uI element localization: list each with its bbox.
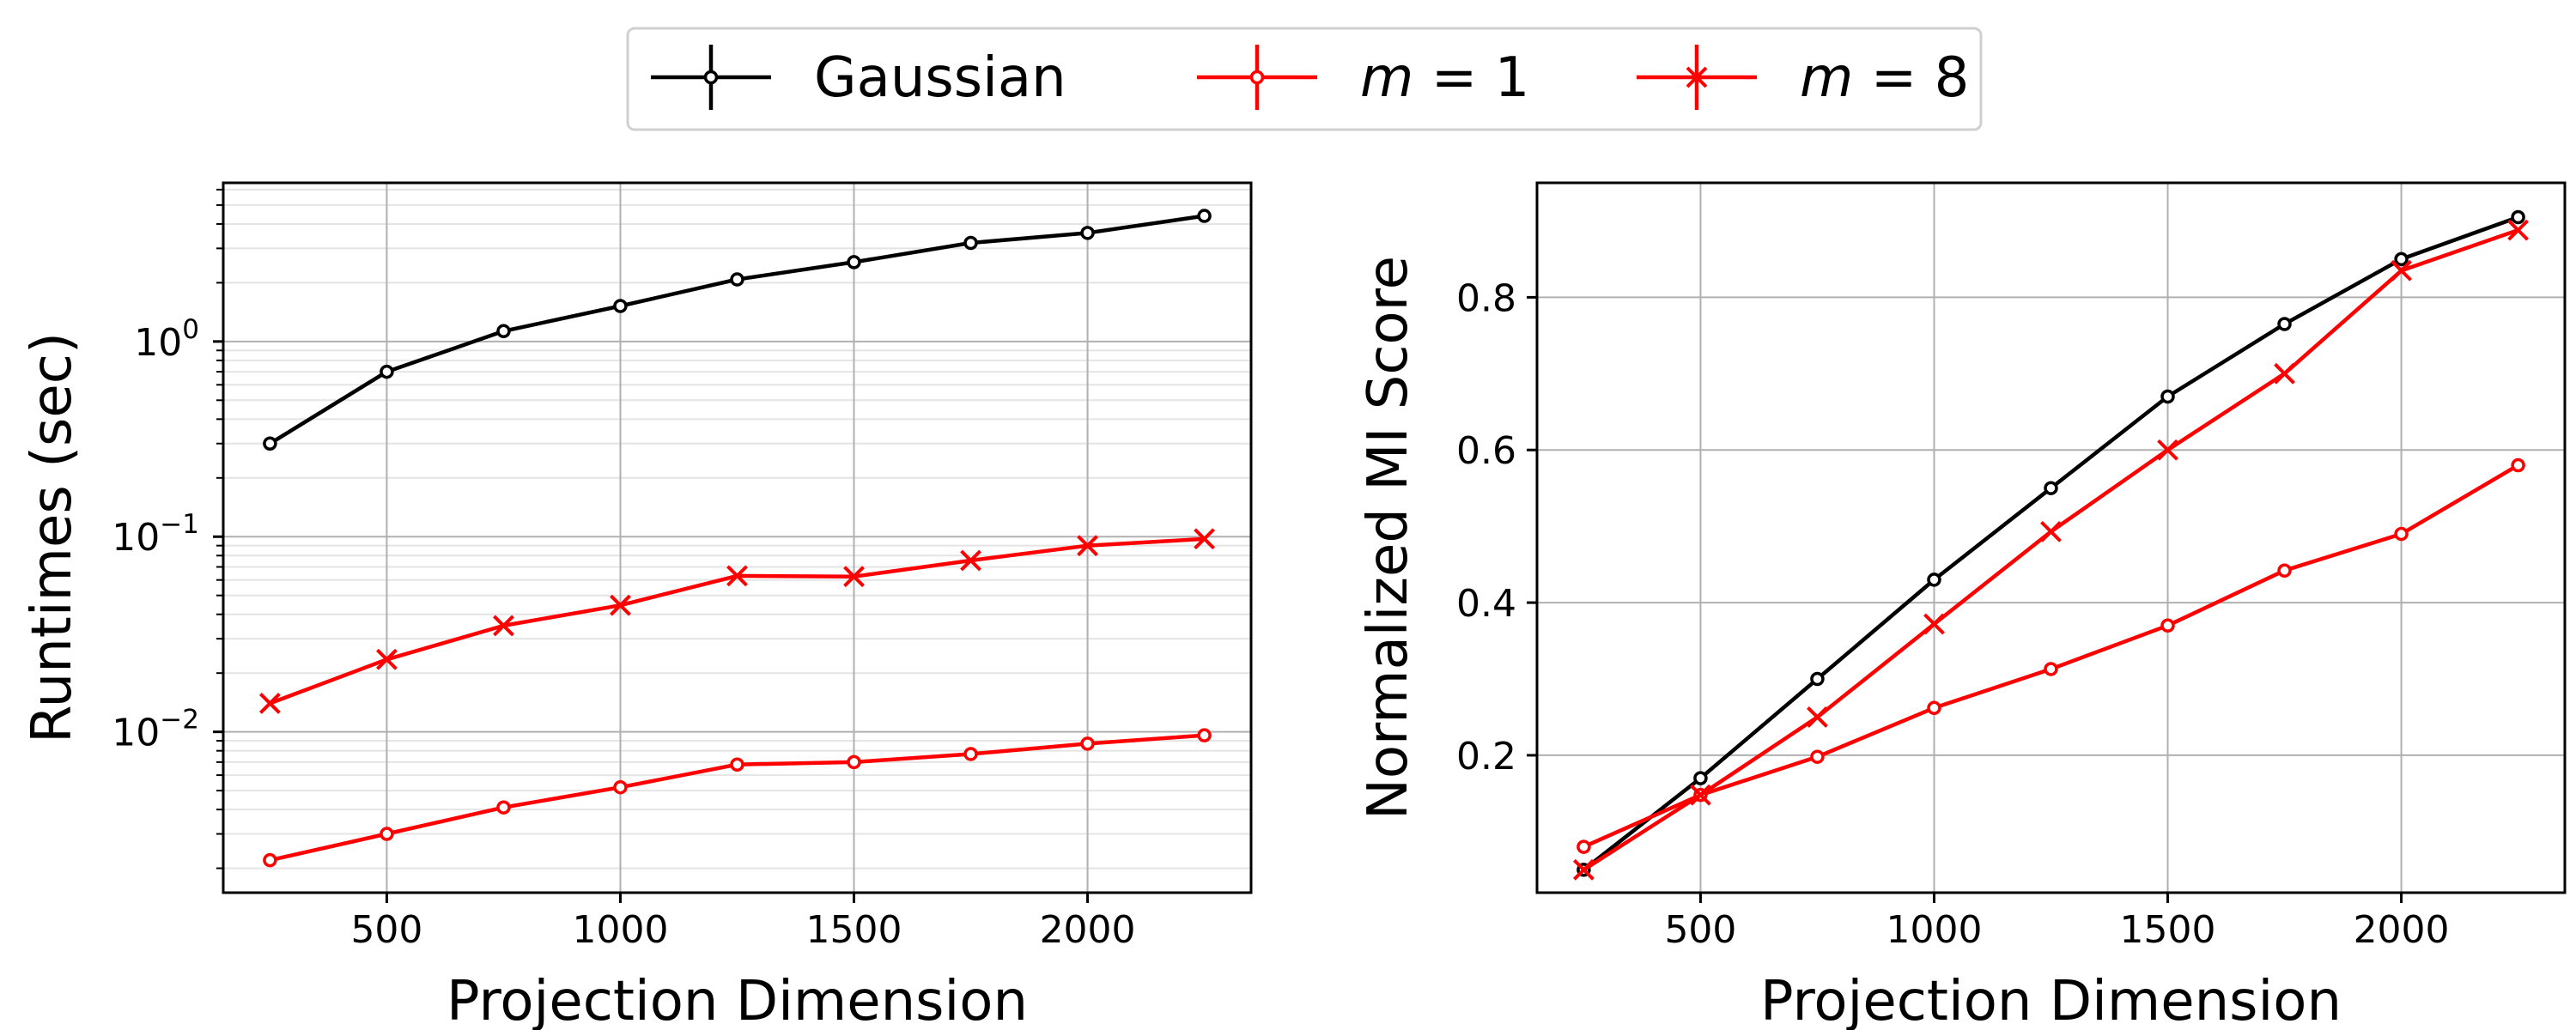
data-point-m-1 — [613, 779, 628, 795]
series-m-1 — [263, 728, 1212, 868]
data-point-m-8 — [843, 566, 865, 588]
data-point-gaussian — [2044, 481, 2058, 495]
series-gaussian — [263, 209, 1212, 451]
data-point-m-8 — [2507, 219, 2530, 241]
data-point-gaussian — [2394, 251, 2409, 267]
legend-item-gaussian: Gaussian — [651, 45, 1066, 110]
data-point-m-8 — [610, 594, 631, 616]
data-point-m-8 — [2040, 520, 2062, 542]
data-point-gaussian — [847, 255, 861, 270]
data-point-m-8 — [1572, 858, 1595, 881]
data-point-m-1 — [1927, 700, 1941, 716]
legend-marker — [1686, 66, 1708, 88]
data-point-m-1 — [847, 754, 861, 770]
data-point-gaussian — [1693, 771, 1708, 785]
x-tick-label: 1500 — [2120, 908, 2216, 952]
runtimes-panel: 500 1000 1500 2000 100 10−1 10−2 Projection Dim… — [21, 181, 1253, 1030]
data-point-m-8 — [376, 648, 398, 670]
y-tick-label: 0.4 — [1456, 582, 1516, 626]
mi-score-panel: 500 1000 1500 2000 0.2 0.4 0.6 0.8 Projection Di… — [1357, 181, 2567, 1030]
legend-marker — [1249, 70, 1265, 85]
x-axis-label: Projection Dimension — [1760, 970, 2342, 1030]
data-point-gaussian — [2160, 389, 2175, 404]
data-point-m-1 — [2511, 457, 2525, 473]
x-tick-label: 1500 — [806, 908, 902, 952]
data-point-m-1 — [380, 827, 394, 841]
data-point-gaussian — [2511, 209, 2525, 225]
legend-label: m = 1 — [1360, 46, 1529, 110]
data-point-m-8 — [726, 565, 748, 587]
y-tick-label: 0.2 — [1456, 735, 1516, 779]
data-point-m-1 — [2044, 662, 2058, 676]
data-point-m-1 — [1810, 749, 1825, 764]
data-point-gaussian — [1927, 573, 1941, 587]
data-point-gaussian — [496, 324, 511, 339]
x-tick-label: 2000 — [1040, 908, 1136, 952]
data-point-m-1 — [2160, 618, 2175, 633]
legend-item-m-8: m = 8 — [1637, 45, 1969, 110]
legend: Gaussian m = 1 m = 8 — [626, 27, 1983, 131]
data-point-m-8 — [1923, 613, 1945, 635]
legend-label: Gaussian — [814, 46, 1066, 110]
x-tick-label: 500 — [350, 908, 422, 952]
legend-label: m = 8 — [1800, 46, 1969, 110]
data-point-m-1 — [963, 747, 978, 761]
data-point-m-1 — [2394, 526, 2409, 542]
data-point-m-1 — [1577, 839, 1591, 854]
data-point-gaussian — [2277, 317, 2292, 331]
data-point-m-8 — [2157, 439, 2178, 461]
data-point-gaussian — [1080, 226, 1095, 240]
x-tick-label: 1000 — [572, 908, 668, 952]
y-tick-label: 10−2 — [112, 705, 199, 755]
legend-item-m-1: m = 1 — [1197, 45, 1529, 110]
axes-frame — [1535, 181, 2567, 894]
data-point-m-8 — [1077, 535, 1098, 557]
data-point-gaussian — [613, 299, 628, 313]
data-point-gaussian — [1810, 671, 1825, 687]
data-point-m-8 — [2391, 259, 2412, 282]
y-tick-label: 0.8 — [1456, 276, 1516, 320]
data-point-m-1 — [2277, 563, 2292, 578]
x-tick-label: 2000 — [2354, 908, 2450, 952]
x-axis-label: Projection Dimension — [447, 970, 1028, 1030]
legend-marker — [703, 70, 719, 85]
data-point-m-8 — [960, 549, 981, 572]
data-point-m-8 — [493, 615, 514, 637]
data-point-gaussian — [380, 364, 394, 379]
y-axis-label: Runtimes (sec) — [21, 332, 84, 743]
data-point-m-8 — [2274, 362, 2295, 385]
data-point-m-8 — [258, 693, 281, 714]
data-point-m-8 — [1807, 706, 1828, 728]
data-point-gaussian — [263, 436, 277, 451]
y-tick-label: 10−1 — [112, 509, 199, 560]
y-axis-label: Normalized MI Score — [1357, 256, 1420, 820]
x-tick-label: 1000 — [1886, 908, 1982, 952]
data-point-m-1 — [1080, 736, 1095, 751]
series-m-1 — [1577, 457, 2525, 854]
data-point-m-8 — [1690, 784, 1711, 806]
data-point-gaussian — [1197, 209, 1212, 223]
data-point-m-1 — [263, 852, 277, 868]
y-tick-label: 100 — [134, 314, 199, 365]
series-m-8 — [258, 528, 1216, 714]
data-point-m-1 — [730, 757, 744, 772]
data-point-m-1 — [496, 800, 511, 815]
axes-frame — [222, 181, 1253, 894]
data-point-m-8 — [1194, 528, 1216, 550]
y-tick-label: 0.6 — [1456, 429, 1516, 473]
data-point-m-1 — [1197, 728, 1212, 742]
series-m-8 — [1572, 219, 2530, 881]
data-point-gaussian — [963, 235, 978, 251]
x-tick-label: 500 — [1664, 908, 1736, 952]
data-point-gaussian — [730, 272, 744, 287]
